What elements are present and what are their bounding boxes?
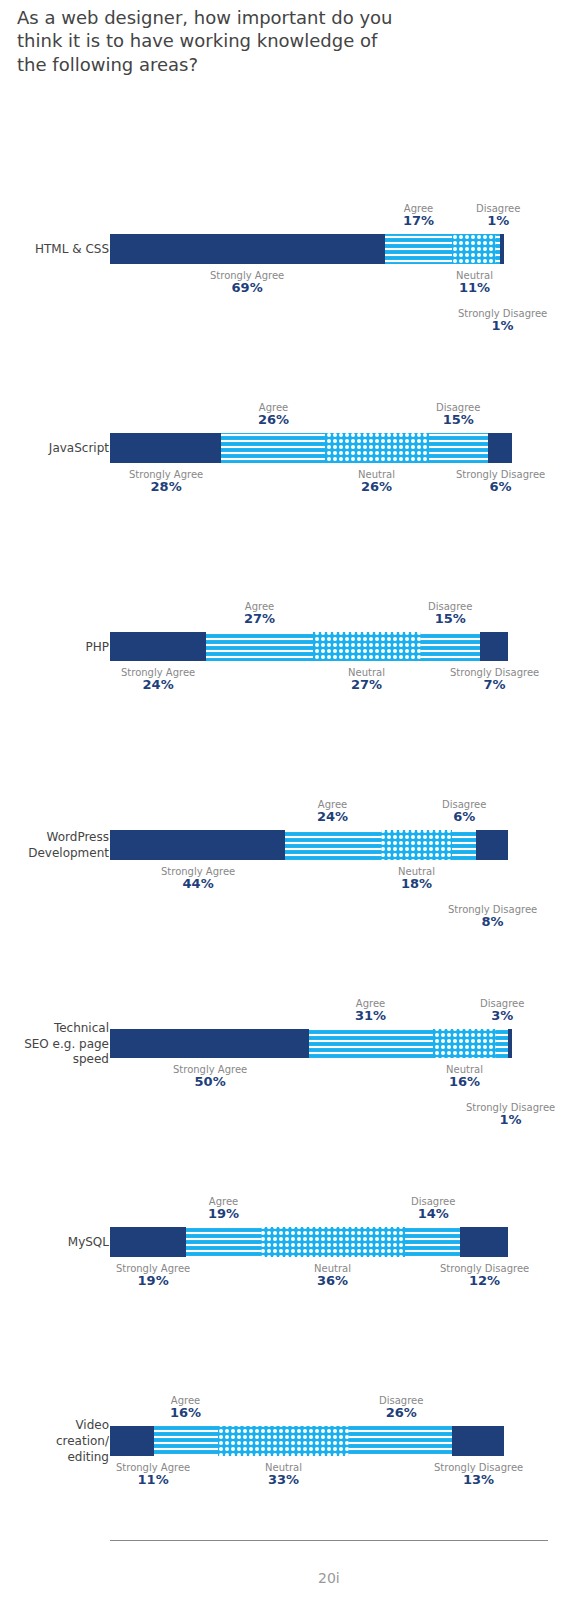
svg-text:Disagree1%: Disagree1% [476,203,520,228]
svg-text:Neutral33%: Neutral33% [265,1462,302,1487]
svg-text:Disagree15%: Disagree15% [428,601,472,626]
svg-text:Strongly Disagree1%: Strongly Disagree1% [466,1102,555,1127]
svg-text:TechnicalSEO e.g. pagespeed: TechnicalSEO e.g. pagespeed [24,1021,109,1066]
svg-text:Neutral11%: Neutral11% [456,270,493,295]
svg-text:Strongly Agree11%: Strongly Agree11% [116,1462,190,1487]
svg-text:Strongly Disagree8%: Strongly Disagree8% [448,904,537,929]
svg-text:MySQL: MySQL [68,1235,110,1249]
svg-text:Strongly Disagree7%: Strongly Disagree7% [450,667,539,692]
svg-text:Neutral16%: Neutral16% [446,1064,483,1089]
svg-text:Agree27%: Agree27% [244,601,275,626]
svg-text:Neutral26%: Neutral26% [358,469,395,494]
svg-text:Disagree15%: Disagree15% [436,402,480,427]
svg-text:Strongly Agree19%: Strongly Agree19% [116,1263,190,1288]
svg-text:Disagree14%: Disagree14% [411,1196,455,1221]
svg-text:Strongly Disagree13%: Strongly Disagree13% [434,1462,523,1487]
svg-text:PHP: PHP [86,640,110,654]
svg-text:Strongly Agree69%: Strongly Agree69% [210,270,284,295]
svg-text:Strongly Agree44%: Strongly Agree44% [161,866,235,891]
svg-text:Neutral18%: Neutral18% [398,866,435,891]
svg-text:Disagree26%: Disagree26% [379,1395,423,1420]
svg-text:WordPressDevelopment: WordPressDevelopment [28,830,109,860]
svg-text:Agree16%: Agree16% [170,1395,201,1420]
svg-text:Neutral27%: Neutral27% [348,667,385,692]
svg-text:Disagree6%: Disagree6% [442,799,486,824]
svg-text:Strongly Agree28%: Strongly Agree28% [129,469,203,494]
svg-text:Agree26%: Agree26% [258,402,289,427]
svg-text:Agree24%: Agree24% [317,799,348,824]
svg-text:JavaScript: JavaScript [48,441,109,455]
svg-text:Agree17%: Agree17% [403,203,434,228]
svg-text:HTML & CSS: HTML & CSS [35,242,109,256]
svg-text:Neutral36%: Neutral36% [314,1263,351,1288]
svg-text:Strongly Agree24%: Strongly Agree24% [121,667,195,692]
svg-text:Agree31%: Agree31% [355,998,386,1023]
svg-text:Strongly Disagree6%: Strongly Disagree6% [456,469,545,494]
svg-text:Agree19%: Agree19% [208,1196,239,1221]
svg-text:Strongly Agree50%: Strongly Agree50% [173,1064,247,1089]
svg-text:20i: 20i [318,1570,340,1586]
svg-text:Videocreation/editing: Videocreation/editing [56,1418,110,1463]
svg-text:As a web designer, how importa: As a web designer, how important do yout… [17,7,393,75]
svg-text:Disagree3%: Disagree3% [480,998,524,1023]
svg-text:Strongly Disagree1%: Strongly Disagree1% [458,308,547,333]
svg-text:Strongly Disagree12%: Strongly Disagree12% [440,1263,529,1288]
